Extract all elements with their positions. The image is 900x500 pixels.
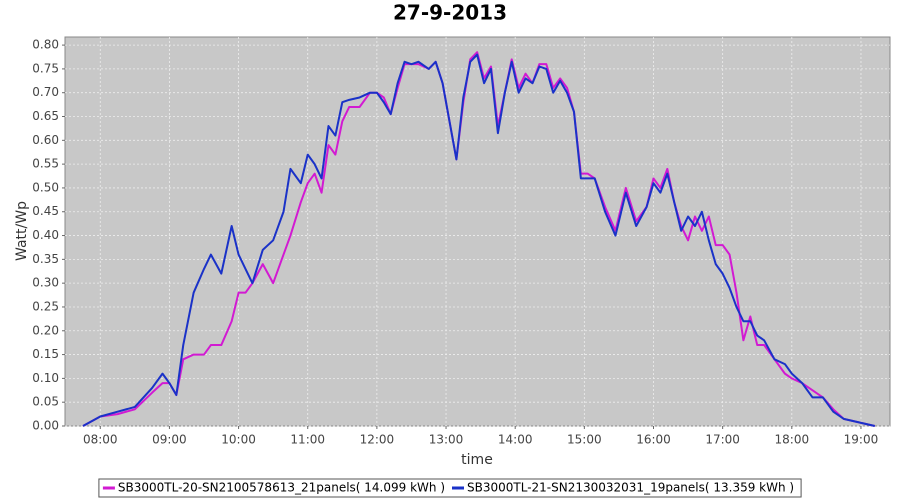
y-tick-label: 0.55: [32, 157, 59, 171]
y-tick-label: 0.25: [32, 299, 59, 313]
legend-label: SB3000TL-20-SN2100578613_21panels( 14.09…: [118, 481, 445, 495]
y-tick-label: 0.30: [32, 276, 59, 290]
x-tick-label: 13:00: [429, 433, 464, 447]
x-tick-label: 15:00: [567, 433, 602, 447]
chart-title: 27-9-2013: [393, 1, 507, 25]
x-tick-label: 09:00: [152, 433, 187, 447]
x-tick-label: 18:00: [775, 433, 810, 447]
y-tick-label: 0.80: [32, 38, 59, 52]
series-line: [82, 53, 876, 427]
y-tick-label: 0.40: [32, 228, 59, 242]
plot-area: [64, 36, 891, 427]
y-tick-label: 0.35: [32, 252, 59, 266]
legend-label: SB3000TL-21-SN2130032031_19panels( 13.35…: [467, 481, 794, 495]
y-tick-label: 0.15: [32, 347, 59, 361]
x-tick-label: 14:00: [498, 433, 533, 447]
x-tick-label: 11:00: [290, 433, 325, 447]
y-tick-label: 0.70: [32, 85, 59, 99]
y-tick-label: 0.50: [32, 180, 59, 194]
x-tick-label: 08:00: [83, 433, 118, 447]
x-tick-label: 10:00: [221, 433, 256, 447]
x-axis-label: time: [461, 452, 493, 468]
y-tick-label: 0.20: [32, 323, 59, 337]
legend: SB3000TL-20-SN2100578613_21panels( 14.09…: [98, 478, 802, 498]
x-tick-label: 16:00: [636, 433, 671, 447]
y-tick-label: 0.10: [32, 371, 59, 385]
y-tick-label: 0.60: [32, 133, 59, 147]
legend-box: [98, 478, 802, 498]
x-tick-label: 12:00: [360, 433, 395, 447]
y-tick-label: 0.45: [32, 204, 59, 218]
y-tick-label: 0.00: [32, 419, 59, 433]
y-tick-label: 0.05: [32, 395, 59, 409]
y-tick-label: 0.65: [32, 109, 59, 123]
y-tick-label: 0.75: [32, 61, 59, 75]
x-tick-label: 17:00: [705, 433, 740, 447]
y-axis-label: Watt/Wp: [14, 201, 30, 261]
x-tick-label: 19:00: [844, 433, 879, 447]
